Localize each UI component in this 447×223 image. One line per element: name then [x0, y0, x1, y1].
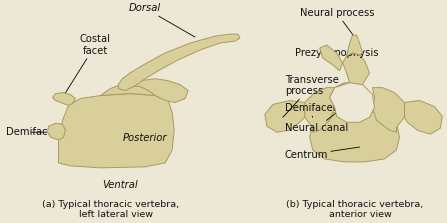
Text: Posterior: Posterior	[123, 133, 168, 143]
Polygon shape	[372, 88, 405, 132]
Text: (b) Typical thoracic vertebra,
    anterior view: (b) Typical thoracic vertebra, anterior …	[286, 200, 423, 219]
Text: Demifacet: Demifacet	[285, 103, 337, 117]
Polygon shape	[320, 45, 343, 71]
Polygon shape	[59, 94, 174, 168]
Text: Neural canal: Neural canal	[285, 103, 350, 133]
Text: Neural process: Neural process	[300, 8, 374, 37]
Polygon shape	[101, 84, 168, 101]
Text: Dorsal: Dorsal	[129, 3, 195, 37]
Text: Centrum: Centrum	[285, 147, 359, 160]
Text: Ventral: Ventral	[102, 180, 138, 190]
Polygon shape	[346, 35, 363, 56]
Polygon shape	[118, 79, 188, 103]
Polygon shape	[310, 110, 400, 162]
Polygon shape	[47, 123, 66, 140]
Text: (a) Typical thoracic vertebra,
    left lateral view: (a) Typical thoracic vertebra, left late…	[42, 200, 179, 219]
Polygon shape	[305, 88, 335, 132]
Text: Demifacet: Demifacet	[6, 127, 57, 137]
Polygon shape	[53, 93, 76, 105]
Polygon shape	[335, 53, 370, 88]
Polygon shape	[330, 83, 375, 122]
Polygon shape	[265, 101, 305, 132]
Polygon shape	[405, 101, 443, 134]
Polygon shape	[118, 34, 240, 91]
Text: Prezygapophysis: Prezygapophysis	[295, 48, 378, 58]
Text: Costal
facet: Costal facet	[63, 34, 111, 97]
Text: Transverse
process: Transverse process	[283, 75, 339, 117]
